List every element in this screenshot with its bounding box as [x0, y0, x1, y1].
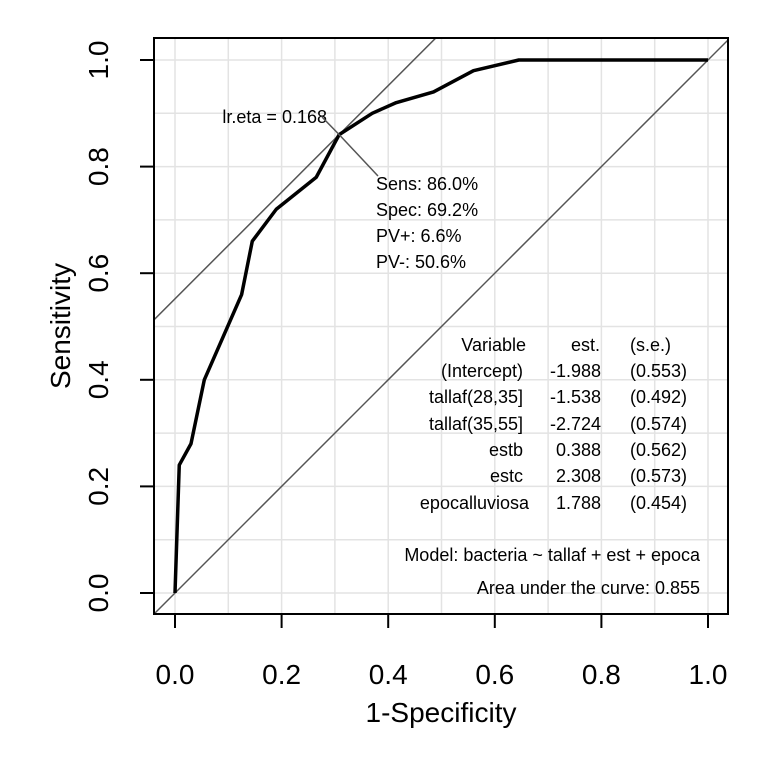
auc-label: Area under the curve: 0.855	[477, 578, 700, 598]
stat-ppv: PV+: 6.6%	[376, 226, 462, 246]
x-tick-label: 0.2	[262, 659, 301, 690]
table-cell: (0.573)	[630, 466, 687, 486]
stat-spec: Spec: 69.2%	[376, 200, 478, 220]
plot-frame	[153, 37, 729, 615]
table-cell: 0.388	[556, 440, 601, 460]
reference-lines	[154, 38, 728, 614]
tangent-line	[154, 38, 437, 321]
table-cell: (0.553)	[630, 361, 687, 381]
table-cell: 1.788	[556, 493, 601, 513]
x-tick-label: 0.4	[369, 659, 408, 690]
y-tick-label: 0.4	[83, 360, 114, 399]
roc-curve-layer	[173, 58, 708, 594]
y-axis-title: Sensitivity	[45, 263, 76, 389]
x-tick-label: 0.0	[156, 659, 195, 690]
table-cell: (0.454)	[630, 493, 687, 513]
x-tick-label: 0.8	[582, 659, 621, 690]
model-formula: Model: bacteria ~ tallaf + est + epoca	[404, 545, 701, 565]
x-tick-label: 0.6	[475, 659, 514, 690]
table-cell: epocalluviosa	[420, 493, 530, 513]
table-cell: (0.492)	[630, 387, 687, 407]
roc-curve	[173, 58, 708, 594]
table-cell: estc	[490, 466, 523, 486]
stats-leader-line	[338, 134, 379, 177]
y-tick-label: 0.6	[83, 254, 114, 293]
table-cell: 2.308	[556, 466, 601, 486]
y-tick-label: 0.0	[83, 574, 114, 613]
table-header-est: est.	[571, 335, 600, 355]
x-tick-label: 1.0	[689, 659, 728, 690]
y-tick-label: 0.2	[83, 467, 114, 506]
y-axis: 0.0 0.2 0.4 0.6 0.8 1.0	[83, 41, 154, 613]
coefficient-table: Variable est. (s.e.) (Intercept) -1.988 …	[420, 335, 687, 513]
table-cell: -1.988	[550, 361, 601, 381]
table-cell: -1.538	[550, 387, 601, 407]
table-cell: tallaf(28,35]	[429, 387, 523, 407]
table-cell: (0.562)	[630, 440, 687, 460]
stat-npv: PV-: 50.6%	[376, 252, 466, 272]
table-cell: -2.724	[550, 414, 601, 434]
stat-sens: Sens: 86.0%	[376, 174, 478, 194]
cutoff-leader-line	[321, 116, 340, 136]
x-axis: 0.0 0.2 0.4 0.6 0.8 1.0	[156, 614, 728, 690]
table-cell: (Intercept)	[441, 361, 523, 381]
table-header-variable: Variable	[461, 335, 526, 355]
table-cell: estb	[489, 440, 523, 460]
table-header-se: (s.e.)	[630, 335, 671, 355]
table-cell: (0.574)	[630, 414, 687, 434]
diagonal-line	[154, 38, 728, 614]
x-axis-title: 1-Specificity	[366, 697, 517, 728]
y-tick-label: 0.8	[83, 147, 114, 186]
y-tick-label: 1.0	[83, 41, 114, 80]
table-cell: tallaf(35,55]	[429, 414, 523, 434]
cutoff-label: lr.eta = 0.168	[222, 107, 327, 127]
